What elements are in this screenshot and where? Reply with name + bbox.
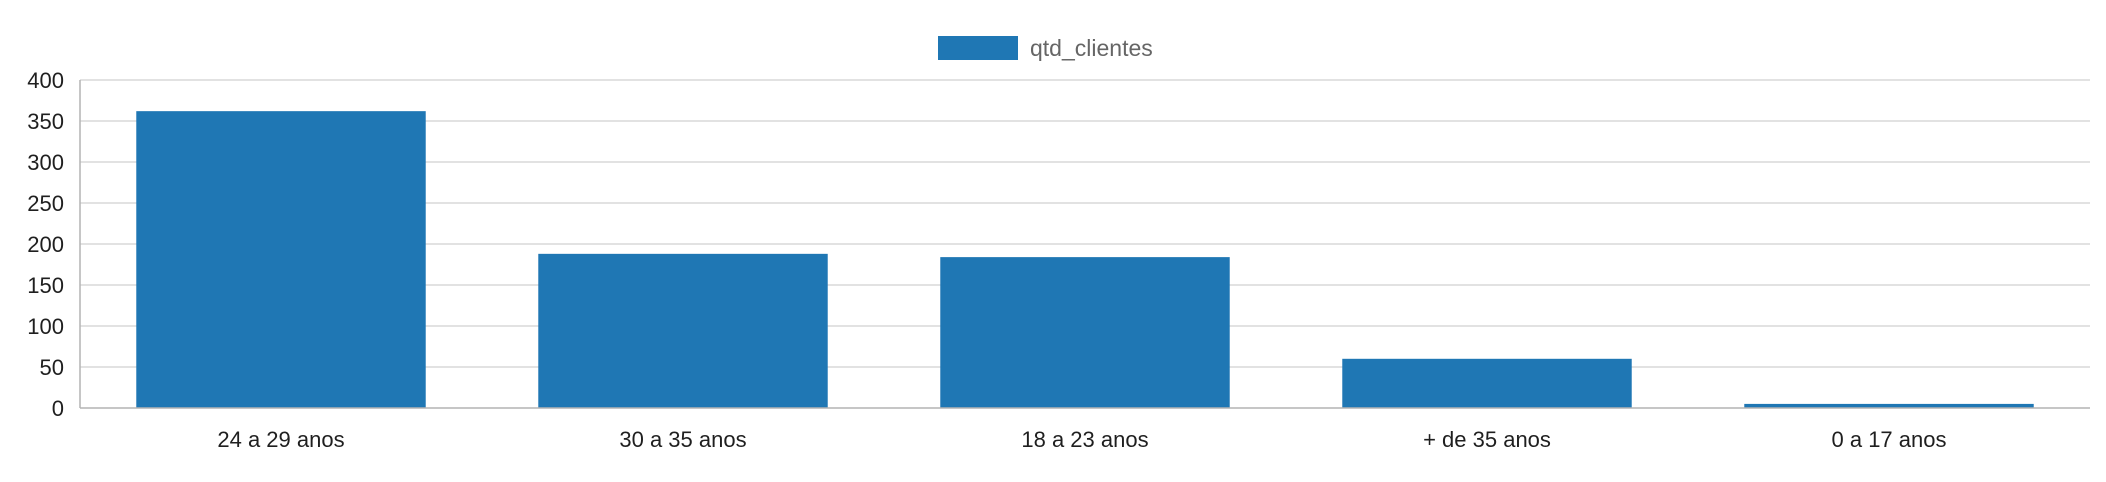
y-tick-label-300: 300 [27,150,64,175]
legend-label-qtd-clientes[interactable]: qtd_clientes [1030,35,1153,61]
y-tick-label-200: 200 [27,232,64,257]
bar-3[interactable] [940,257,1230,408]
legend-swatch-qtd-clientes[interactable] [938,36,1018,60]
x-tick-label-1: 24 a 29 anos [217,427,344,452]
legend[interactable]: qtd_clientes [938,35,1153,61]
y-tick-label-50: 50 [40,355,64,380]
x-tick-label-5: 0 a 17 anos [1832,427,1947,452]
y-tick-label-0: 0 [52,396,64,421]
x-tick-label-4: + de 35 anos [1423,427,1551,452]
bar-5[interactable] [1744,403,2034,408]
bar-1[interactable] [136,111,426,408]
y-tick-label-100: 100 [27,314,64,339]
bar-4[interactable] [1342,358,1632,408]
bars [136,111,2034,408]
bar-2[interactable] [538,253,828,408]
axes: 0 50 100 150 200 250 300 350 400 24 a 29 anos 30 a… [27,68,2090,452]
x-tick-label-2: 30 a 35 anos [619,427,746,452]
y-tick-label-250: 250 [27,191,64,216]
x-tick-label-3: 18 a 23 anos [1021,427,1148,452]
y-tick-label-400: 400 [27,68,64,93]
y-tick-label-350: 350 [27,109,64,134]
y-tick-label-150: 150 [27,273,64,298]
